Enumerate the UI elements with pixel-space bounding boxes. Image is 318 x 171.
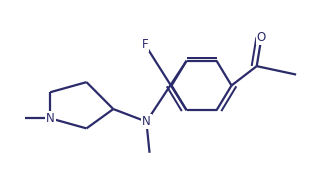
Text: F: F <box>142 38 148 51</box>
Text: N: N <box>46 112 55 125</box>
Text: N: N <box>142 115 151 128</box>
Text: O: O <box>257 31 266 44</box>
